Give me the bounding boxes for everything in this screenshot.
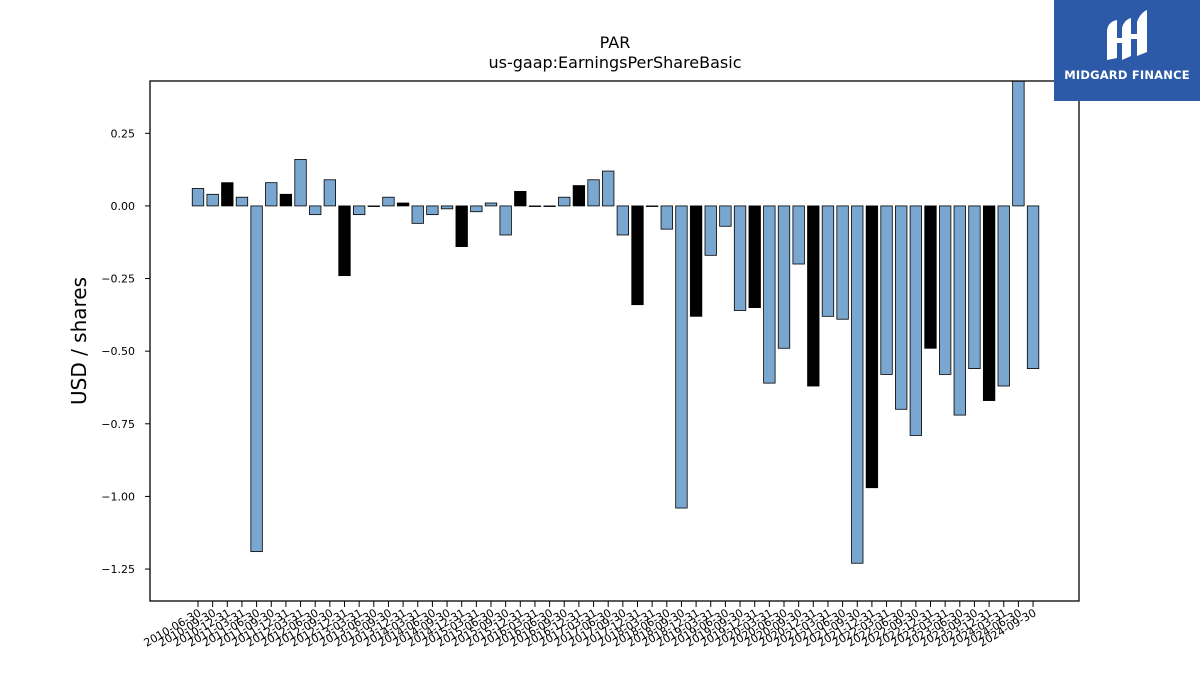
bar-2012-03-31 bbox=[294, 159, 307, 207]
bar-2014-09-30 bbox=[440, 205, 454, 210]
bar-2022-06-30 bbox=[895, 205, 908, 410]
bar-2012-12-31 bbox=[338, 205, 351, 277]
plot-frame bbox=[149, 80, 1080, 602]
y-tick-label: −0.25 bbox=[101, 273, 135, 286]
bar-2024-06-30 bbox=[1012, 80, 1025, 207]
bar-2022-12-31 bbox=[924, 205, 937, 349]
bar-2020-09-30 bbox=[792, 205, 805, 265]
bar-2019-03-31 bbox=[704, 205, 717, 256]
bar-2010-06-30 bbox=[191, 188, 205, 207]
bar-2015-09-30 bbox=[499, 205, 512, 236]
bar-2017-03-31 bbox=[587, 179, 600, 207]
bar-2018-06-30 bbox=[660, 205, 673, 230]
bar-2019-06-30 bbox=[719, 205, 732, 227]
bar-2017-06-30 bbox=[602, 170, 615, 207]
y-tick-label: 0.00 bbox=[111, 200, 136, 213]
bar-2021-06-30 bbox=[836, 205, 849, 320]
bar-2010-12-31 bbox=[221, 182, 234, 207]
y-tick-label: −0.50 bbox=[101, 345, 135, 358]
bar-2011-09-30 bbox=[265, 182, 278, 207]
bar-2016-09-30 bbox=[558, 196, 571, 207]
bar-2011-06-30 bbox=[250, 205, 263, 553]
bar-2017-09-30 bbox=[616, 205, 629, 236]
bar-2012-09-30 bbox=[323, 179, 337, 207]
chart-title: PAR bbox=[600, 33, 631, 52]
y-ticks: 0.25 0.00 −0.25 −0.50 −0.75 −1.00 −1.25 bbox=[101, 127, 150, 576]
bar-2011-03-31 bbox=[235, 196, 249, 207]
bar-2012-06-30 bbox=[309, 205, 322, 216]
bar-2023-06-30 bbox=[953, 205, 966, 416]
bar-2024-09-30 bbox=[1026, 205, 1040, 369]
midgard-finance-logo: MIDGARD FINANCE bbox=[1054, 0, 1200, 101]
bar-2020-03-31 bbox=[763, 205, 776, 384]
bar-2016-12-31 bbox=[572, 185, 586, 207]
bar-2022-09-30 bbox=[909, 205, 922, 436]
bar-2013-06-30 bbox=[367, 205, 380, 207]
bar-2014-03-31 bbox=[411, 205, 424, 224]
y-tick-label: −1.00 bbox=[101, 490, 135, 503]
y-tick-label: 0.25 bbox=[111, 127, 136, 140]
y-tick-label: −0.75 bbox=[101, 418, 135, 431]
y-tick-label: −1.25 bbox=[101, 563, 135, 576]
bar-2024-03-31 bbox=[997, 205, 1010, 387]
bar-2015-03-31 bbox=[470, 205, 483, 213]
bar-2019-12-31 bbox=[748, 205, 761, 308]
bar-2022-03-31 bbox=[880, 205, 893, 375]
bar-2023-09-30 bbox=[968, 205, 981, 369]
bar-2020-12-31 bbox=[807, 205, 820, 387]
bar-2014-12-31 bbox=[455, 205, 468, 247]
bar-2019-09-30 bbox=[733, 205, 747, 311]
bar-2014-06-30 bbox=[426, 205, 439, 216]
logo-mark-icon bbox=[1107, 10, 1147, 60]
bar-2016-06-30 bbox=[543, 205, 556, 207]
bar-2021-09-30 bbox=[851, 205, 864, 564]
bar-2013-12-31 bbox=[396, 202, 410, 207]
bar-2021-12-31 bbox=[865, 205, 879, 489]
bar-2011-12-31 bbox=[279, 193, 293, 207]
bar-2020-06-30 bbox=[777, 205, 791, 349]
bar-2013-09-30 bbox=[382, 196, 395, 207]
bar-2017-12-31 bbox=[631, 205, 644, 306]
bar-2015-12-31 bbox=[514, 190, 527, 207]
bar-2015-06-30 bbox=[484, 202, 498, 207]
bar-2018-12-31 bbox=[689, 205, 703, 317]
bar-2013-03-31 bbox=[352, 205, 366, 216]
bars-layer bbox=[191, 80, 1040, 564]
bar-2023-03-31 bbox=[939, 205, 952, 375]
bar-2016-03-31 bbox=[528, 205, 542, 207]
bar-2023-12-31 bbox=[982, 205, 996, 401]
logo-text: MIDGARD FINANCE bbox=[1064, 68, 1190, 82]
y-axis-label: USD / shares bbox=[67, 277, 91, 405]
bar-2018-09-30 bbox=[675, 205, 688, 509]
x-ticks: 2010-06-302010-09-302010-12-312011-03-31… bbox=[142, 601, 1039, 650]
bar-2021-03-31 bbox=[821, 205, 835, 317]
bar-2018-03-31 bbox=[646, 205, 659, 207]
chart-subtitle: us-gaap:EarningsPerShareBasic bbox=[488, 53, 741, 72]
bar-2010-09-30 bbox=[206, 193, 219, 207]
